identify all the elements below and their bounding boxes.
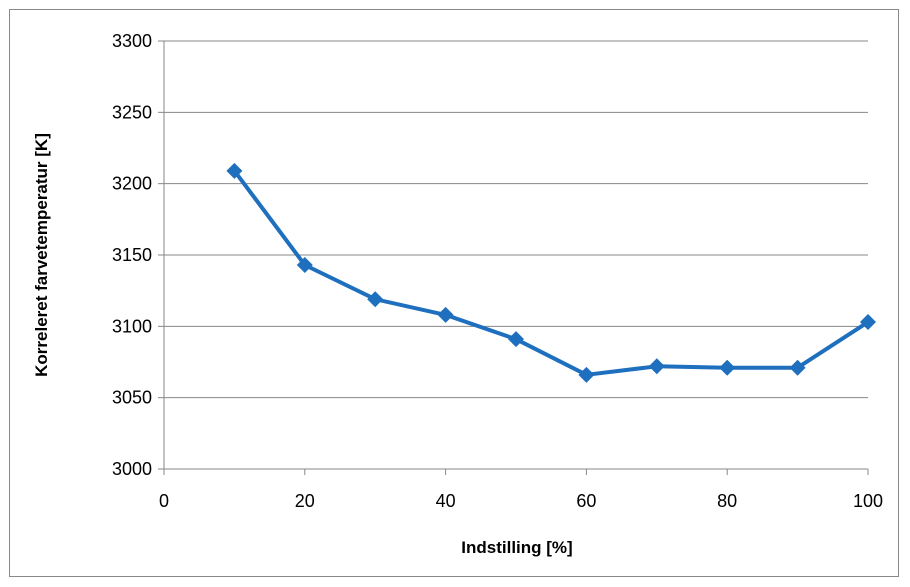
y-tick-label-3100: 3100 (112, 316, 152, 336)
data-point-20 (296, 256, 313, 273)
data-point-70 (648, 358, 665, 375)
x-tick-label-60: 60 (576, 491, 596, 511)
y-tick-label-3200: 3200 (112, 174, 152, 194)
data-point-10 (226, 162, 243, 179)
x-tick-labels: 0 20 40 60 80 100 (159, 491, 883, 511)
data-point-100 (860, 314, 876, 331)
axes (158, 40, 869, 475)
y-tick-label-3000: 3000 (112, 459, 152, 479)
x-tick-label-100: 100 (853, 491, 883, 511)
data-point-90 (789, 359, 806, 376)
data-point-30 (367, 291, 384, 308)
series-line-0 (232, 168, 870, 377)
y-tick-label-3150: 3150 (112, 245, 152, 265)
chart-area (9, 9, 899, 577)
x-tick-label-40: 40 (436, 491, 456, 511)
y-tick-label-3050: 3050 (112, 388, 152, 408)
x-tick-label-20: 20 (295, 491, 315, 511)
data-point-50 (508, 331, 524, 348)
data-point-80 (719, 359, 736, 376)
series (226, 162, 876, 383)
y-tick-label-3300: 3300 (112, 31, 152, 51)
y-tick-labels: 3000 3050 3100 3150 3200 3250 3300 (112, 31, 152, 479)
data-point-40 (437, 306, 454, 323)
x-tick-label-0: 0 (159, 491, 169, 511)
x-tick-label-80: 80 (717, 491, 737, 511)
y-axis-title: Korreleret farvetemperatur [K] (32, 133, 51, 377)
data-point-60 (578, 366, 595, 383)
y-tick-label-3250: 3250 (112, 102, 152, 122)
gridlines (164, 40, 868, 399)
x-axis-title: Indstilling [%] (461, 538, 572, 557)
